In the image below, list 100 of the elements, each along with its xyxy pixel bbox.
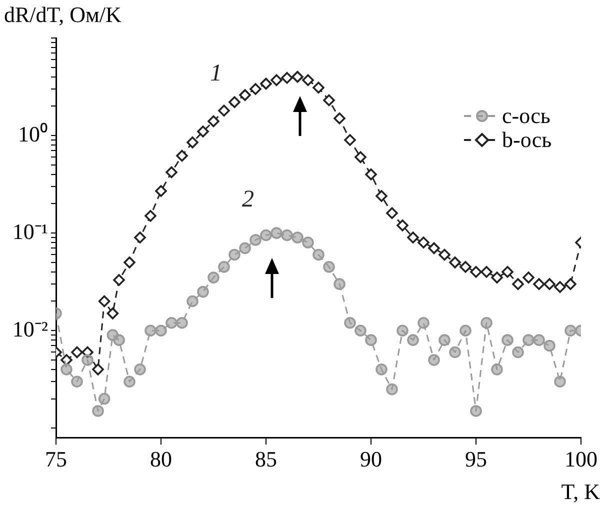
point bbox=[334, 278, 346, 290]
point bbox=[344, 316, 356, 329]
point bbox=[260, 229, 272, 242]
point bbox=[124, 376, 136, 388]
point bbox=[396, 219, 408, 232]
annotation: 1 bbox=[210, 60, 222, 86]
point bbox=[71, 376, 83, 388]
point bbox=[376, 364, 388, 376]
point bbox=[281, 72, 293, 84]
point bbox=[522, 272, 534, 284]
point bbox=[106, 308, 119, 320]
y-axis-title: dR/dT, Ом/K bbox=[4, 2, 122, 28]
point bbox=[491, 272, 503, 284]
point bbox=[449, 256, 461, 268]
x-tick-label: 85 bbox=[255, 446, 277, 472]
point bbox=[292, 232, 304, 244]
point bbox=[386, 383, 398, 396]
point bbox=[250, 234, 262, 246]
point bbox=[554, 376, 566, 388]
point bbox=[407, 334, 419, 346]
point bbox=[239, 242, 251, 254]
point bbox=[98, 295, 110, 308]
point bbox=[302, 74, 314, 86]
point bbox=[197, 126, 209, 138]
x-tick-label: 95 bbox=[465, 446, 487, 472]
point bbox=[470, 266, 482, 278]
point bbox=[376, 190, 388, 202]
point bbox=[292, 70, 304, 83]
point bbox=[312, 82, 324, 94]
point bbox=[134, 232, 146, 244]
point bbox=[176, 150, 188, 162]
point bbox=[449, 346, 461, 358]
legend-label: b-ось bbox=[502, 127, 552, 152]
point bbox=[502, 266, 514, 278]
point bbox=[155, 185, 167, 197]
point bbox=[218, 261, 230, 273]
point bbox=[270, 227, 282, 239]
point bbox=[554, 281, 566, 293]
point bbox=[512, 278, 524, 290]
point bbox=[98, 392, 110, 405]
point bbox=[250, 83, 262, 95]
point bbox=[239, 89, 251, 101]
point bbox=[144, 210, 156, 222]
point bbox=[512, 346, 524, 358]
point bbox=[92, 405, 104, 417]
point bbox=[166, 166, 178, 178]
point bbox=[144, 324, 156, 337]
point bbox=[166, 316, 178, 329]
point bbox=[544, 340, 556, 352]
legend-label: c-ось bbox=[502, 103, 550, 128]
point bbox=[365, 334, 377, 346]
point bbox=[396, 324, 408, 337]
point bbox=[522, 334, 534, 346]
point bbox=[92, 364, 104, 376]
point bbox=[323, 94, 335, 106]
point bbox=[502, 334, 514, 346]
x-tick-label: 80 bbox=[150, 446, 172, 472]
point bbox=[491, 364, 503, 376]
point bbox=[460, 261, 472, 273]
point bbox=[208, 115, 220, 128]
point bbox=[480, 266, 492, 278]
point bbox=[228, 248, 240, 261]
point bbox=[82, 354, 94, 366]
point bbox=[302, 236, 314, 248]
point bbox=[113, 274, 125, 286]
annotation: 2 bbox=[242, 186, 254, 212]
point bbox=[418, 316, 430, 329]
point bbox=[428, 242, 440, 254]
point bbox=[544, 278, 556, 290]
point bbox=[323, 261, 335, 273]
y-tick-label: 10⁰ bbox=[18, 121, 48, 146]
point bbox=[428, 354, 440, 366]
point bbox=[124, 256, 136, 268]
point bbox=[533, 278, 545, 290]
point bbox=[438, 248, 450, 261]
point bbox=[82, 346, 94, 358]
point bbox=[564, 324, 576, 337]
point bbox=[60, 364, 72, 376]
y-tick-label: 10⁻¹ bbox=[12, 218, 48, 244]
point bbox=[480, 316, 492, 329]
y-tick-label: 10⁻² bbox=[12, 316, 48, 342]
point bbox=[228, 96, 240, 108]
point bbox=[208, 272, 220, 284]
point bbox=[197, 286, 209, 298]
point bbox=[71, 346, 83, 358]
point bbox=[564, 278, 576, 290]
point bbox=[386, 207, 398, 220]
point bbox=[186, 295, 198, 308]
point bbox=[186, 136, 198, 148]
point bbox=[260, 78, 272, 90]
point bbox=[533, 334, 545, 346]
point bbox=[460, 324, 472, 337]
x-tick-label: 100 bbox=[564, 446, 598, 472]
point bbox=[365, 168, 377, 180]
point bbox=[155, 324, 167, 337]
point bbox=[344, 134, 356, 146]
point bbox=[312, 248, 324, 261]
point bbox=[134, 364, 146, 376]
point bbox=[176, 316, 188, 329]
point bbox=[470, 405, 482, 417]
